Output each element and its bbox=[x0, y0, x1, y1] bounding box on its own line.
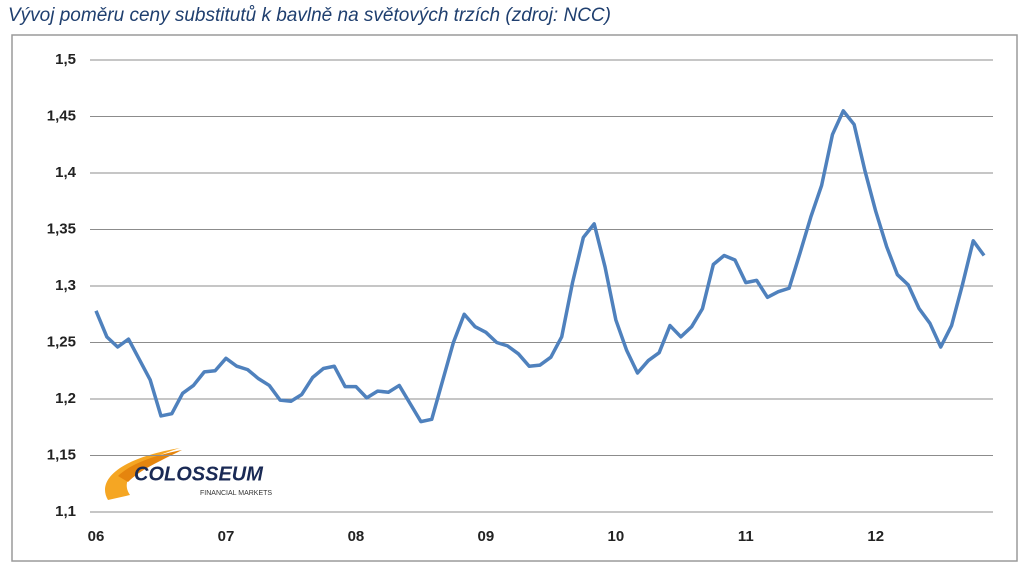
logo-tagline: FINANCIAL MARKETS bbox=[200, 490, 272, 497]
y-tick-label: 1,45 bbox=[47, 107, 76, 124]
logo-name: COLOSSEUM bbox=[134, 463, 264, 485]
y-tick-label: 1,1 bbox=[55, 503, 76, 520]
logo-swoosh bbox=[105, 448, 180, 500]
x-tick-label: 08 bbox=[348, 528, 365, 545]
x-tick-label: 10 bbox=[607, 528, 624, 545]
chart-title: Vývoj poměru ceny substitutů k bavlně na… bbox=[8, 5, 611, 26]
x-tick-label: 11 bbox=[738, 528, 754, 545]
y-tick-label: 1,2 bbox=[55, 390, 76, 407]
logo: COLOSSEUM FINANCIAL MARKETS bbox=[105, 448, 272, 500]
x-tick-label: 07 bbox=[218, 528, 235, 545]
logo-swoosh bbox=[118, 450, 182, 482]
x-tick-label: 09 bbox=[478, 528, 495, 545]
y-tick-label: 1,15 bbox=[47, 446, 76, 463]
data-line bbox=[94, 109, 986, 424]
x-tick-label: 12 bbox=[867, 528, 884, 545]
y-tick-label: 1,35 bbox=[47, 220, 76, 237]
x-tick-label: 06 bbox=[88, 528, 105, 545]
y-tick-label: 1,4 bbox=[55, 164, 77, 181]
y-tick-label: 1,3 bbox=[55, 277, 76, 294]
y-tick-label: 1,5 bbox=[55, 51, 76, 68]
y-tick-label: 1,25 bbox=[47, 333, 76, 350]
chart-frame bbox=[11, 34, 1018, 562]
